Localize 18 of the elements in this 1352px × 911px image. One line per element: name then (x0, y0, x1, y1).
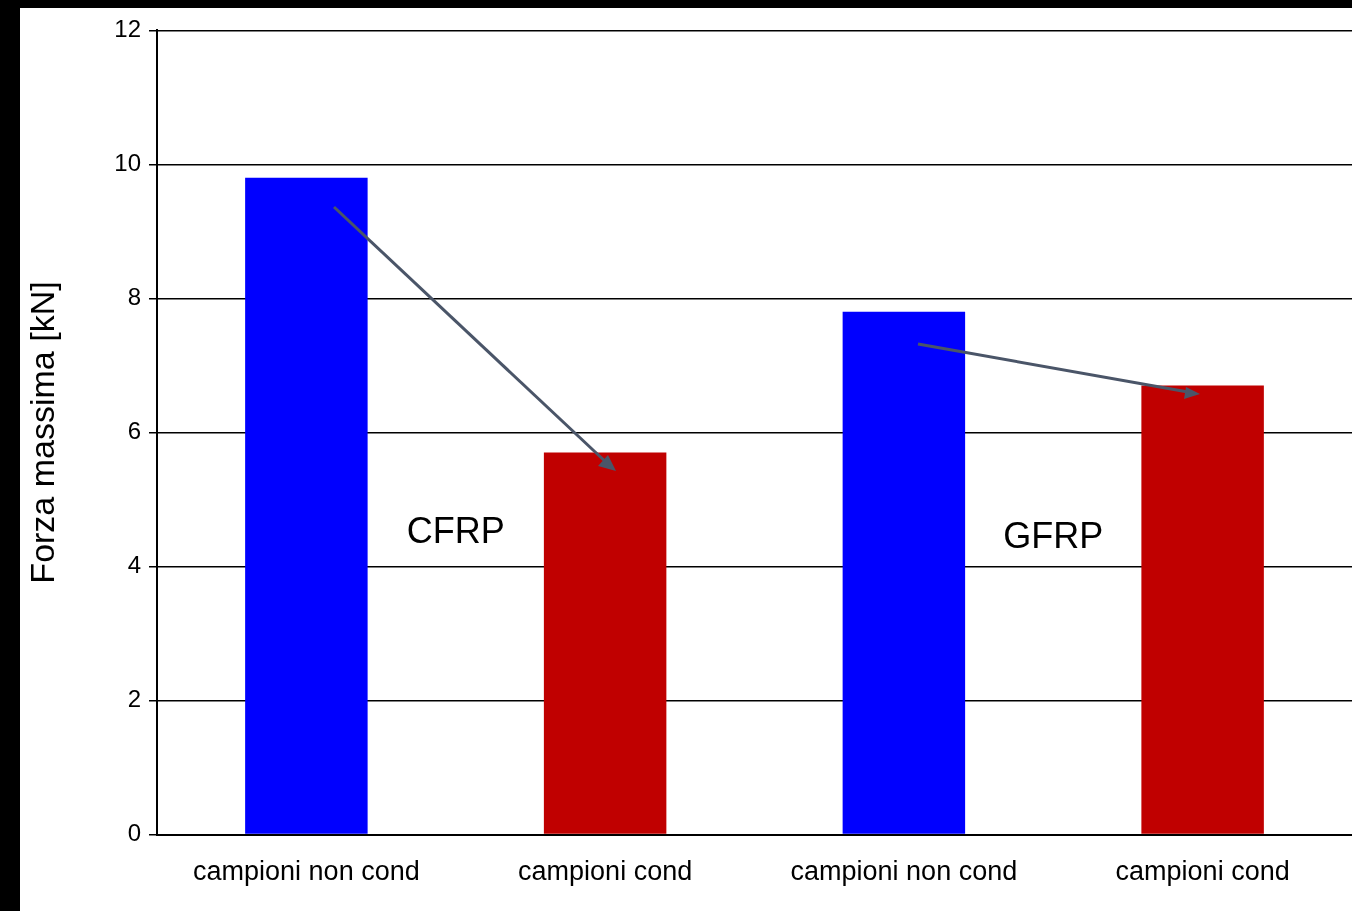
bar (543, 452, 667, 834)
bar (1141, 385, 1264, 834)
x-tick-label: campioni cond (518, 856, 693, 887)
x-tick-label: campioni cond (1115, 856, 1290, 887)
y-axis-title: Forza massima [kN] (22, 281, 61, 584)
x-tick-label: campioni non cond (193, 856, 420, 887)
y-tick-label: 10 (114, 149, 141, 177)
y-tick-label: 6 (127, 417, 141, 445)
y-tick-label: 2 (127, 685, 141, 713)
y-tick-label: 12 (114, 15, 141, 43)
annotation: GFRP (1003, 514, 1104, 556)
bar (245, 177, 368, 834)
annotation: CFRP (406, 509, 505, 551)
y-tick-label: 8 (127, 283, 141, 311)
x-tick-label: campioni non cond (790, 856, 1018, 887)
y-tick-label: 0 (127, 819, 141, 847)
y-tick-label: 4 (127, 551, 141, 579)
bar (842, 311, 966, 834)
